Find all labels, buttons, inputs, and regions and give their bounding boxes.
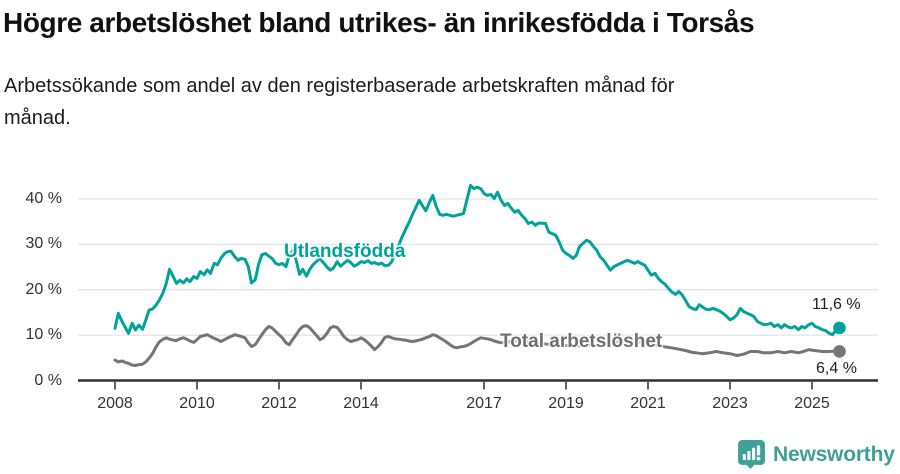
end-point-dot-utlandsfodda <box>833 321 846 335</box>
series-label-utlandsfodda: Utlandsfödda <box>284 241 406 262</box>
series-line-utlandsfodda <box>113 183 841 337</box>
x-tick-label-2025: 2025 <box>794 395 830 412</box>
newsworthy-bubble-barchart-icon <box>738 440 765 469</box>
series-line-total <box>113 324 841 367</box>
x-tick-label-2012: 2012 <box>261 395 297 412</box>
x-tick-label-2017: 2017 <box>466 395 502 412</box>
chart-subtitle-line2: månad. <box>4 107 71 129</box>
y-tick-label-40: 40 % <box>25 190 62 207</box>
newsworthy-logo[interactable]: Newsworthy <box>737 439 895 470</box>
x-tick-label-2014: 2014 <box>343 395 379 412</box>
x-tick-label-2010: 2010 <box>179 395 215 412</box>
end-value-label-utlandsfodda: 11,6 % <box>812 296 861 313</box>
chart-subtitle-line1: Arbetssökande som andel av den registerb… <box>4 75 675 97</box>
end-point-dot-total <box>833 345 846 358</box>
x-tick-label-2008: 2008 <box>97 395 133 412</box>
y-tick-label-30: 30 % <box>25 235 62 253</box>
newsworthy-logo-text: Newsworthy <box>773 442 895 466</box>
x-tick-label-2019: 2019 <box>548 395 584 412</box>
end-value-label-total: 6,4 % <box>816 360 857 377</box>
chart-title: Högre arbetslöshet bland utrikes- än inr… <box>3 7 755 38</box>
x-tick-label-2023: 2023 <box>712 395 748 412</box>
y-tick-label-10: 10 % <box>25 326 62 344</box>
y-tick-label-0: 0 % <box>34 371 62 389</box>
series-label-total-arbetsloshet: Total arbetslöshet <box>500 331 663 352</box>
chart-subtitle: Arbetssökande som andel av den registerb… <box>4 70 864 134</box>
x-tick-label-2021: 2021 <box>630 395 666 412</box>
y-tick-label-20: 20 % <box>25 280 62 298</box>
